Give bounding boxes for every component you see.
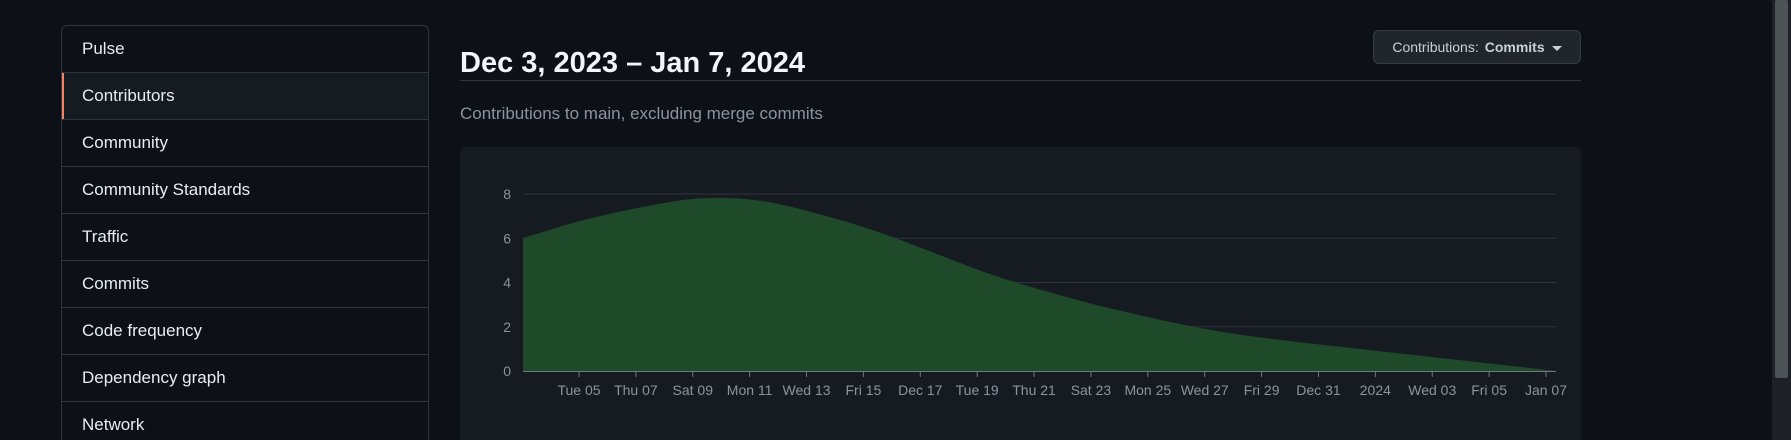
sidebar-item-community[interactable]: Community bbox=[62, 120, 428, 167]
y-tick-label: 8 bbox=[503, 186, 511, 202]
sidebar-item-dependency-graph[interactable]: Dependency graph bbox=[62, 355, 428, 402]
caret-down-icon bbox=[1551, 45, 1562, 51]
x-tick-label: Fri 15 bbox=[846, 382, 882, 398]
contributions-dropdown[interactable]: Contributions: Commits bbox=[1373, 30, 1581, 64]
x-tick-label: Thu 21 bbox=[1012, 382, 1056, 398]
x-tick-label: Fri 29 bbox=[1244, 382, 1280, 398]
scrollbar-thumb[interactable] bbox=[1775, 0, 1788, 378]
y-tick-label: 0 bbox=[503, 363, 511, 379]
page-title: Dec 3, 2023 – Jan 7, 2024 bbox=[460, 47, 806, 80]
x-tick-label: Sat 09 bbox=[673, 382, 714, 398]
x-tick-label: Sat 23 bbox=[1071, 382, 1112, 398]
sidebar-item-code-frequency[interactable]: Code frequency bbox=[62, 308, 428, 355]
x-tick-label: Mon 11 bbox=[727, 382, 773, 398]
x-tick-label: Wed 27 bbox=[1181, 382, 1229, 398]
y-tick-label: 2 bbox=[503, 319, 511, 335]
sidebar-item-contributors[interactable]: Contributors bbox=[62, 73, 428, 120]
x-tick-label: 2024 bbox=[1360, 382, 1391, 398]
x-tick-label: Wed 13 bbox=[783, 382, 831, 398]
x-tick-label: Tue 19 bbox=[956, 382, 999, 398]
chart-svg: 0 2 4 6 8 Tue 05 Thu 07 Sat 09 Mon 11 Wed 13 Fri 1… bbox=[503, 186, 1567, 398]
contributions-chart: 0 2 4 6 8 Tue 05 Thu 07 Sat 09 Mon 11 Wed 13 Fri 1… bbox=[460, 147, 1581, 440]
chart-subtitle: Contributions to main, excluding merge c… bbox=[460, 104, 823, 123]
x-tick-label: Wed 03 bbox=[1408, 382, 1456, 398]
x-tick-label: Thu 07 bbox=[614, 382, 658, 398]
x-tick-label: Dec 17 bbox=[898, 382, 943, 398]
x-tick-label: Mon 25 bbox=[1124, 382, 1171, 398]
title-divider bbox=[460, 80, 1581, 81]
commits-area bbox=[523, 197, 1556, 371]
sidebar-item-network[interactable]: Network bbox=[62, 402, 428, 440]
x-tick-label: Fri 05 bbox=[1471, 382, 1507, 398]
insights-sidebar: Pulse Contributors Community Community S… bbox=[61, 25, 429, 440]
dropdown-prefix: Contributions: bbox=[1392, 39, 1479, 55]
sidebar-item-traffic[interactable]: Traffic bbox=[62, 214, 428, 261]
y-tick-label: 6 bbox=[503, 230, 511, 246]
x-tick-label: Dec 31 bbox=[1296, 382, 1341, 398]
sidebar-item-pulse[interactable]: Pulse bbox=[62, 26, 428, 73]
sidebar-item-community-standards[interactable]: Community Standards bbox=[62, 167, 428, 214]
x-tick-label: Jan 07 bbox=[1525, 382, 1567, 398]
y-tick-label: 4 bbox=[503, 275, 511, 291]
sidebar-item-commits[interactable]: Commits bbox=[62, 261, 428, 308]
vertical-scrollbar[interactable] bbox=[1772, 0, 1791, 440]
x-tick-label: Tue 05 bbox=[557, 382, 600, 398]
dropdown-value: Commits bbox=[1484, 39, 1545, 55]
